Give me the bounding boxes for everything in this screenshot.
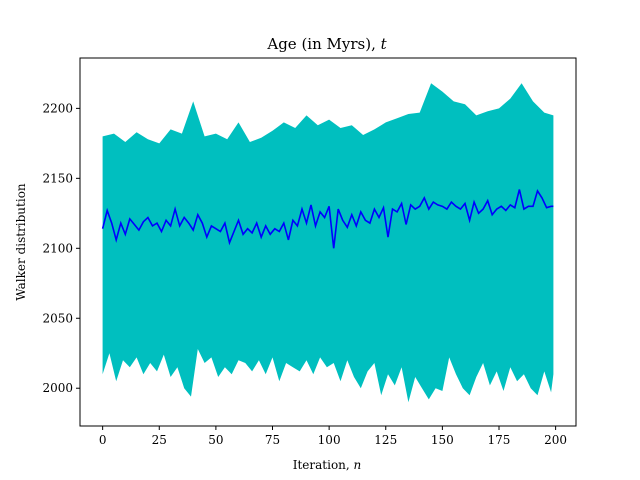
x-tick-label: 50 xyxy=(208,433,223,447)
chart-title: Age (in Myrs), t xyxy=(266,35,387,53)
y-tick-label: 2150 xyxy=(42,171,73,185)
y-tick-label: 2000 xyxy=(42,381,73,395)
x-axis-label: Iteration, n xyxy=(293,458,362,472)
x-tick-label: 125 xyxy=(374,433,397,447)
x-tick-label: 25 xyxy=(152,433,167,447)
x-tick-label: 200 xyxy=(544,433,567,447)
y-tick-label: 2200 xyxy=(42,101,73,115)
walker-mean-line xyxy=(101,188,554,249)
walker-spread-band xyxy=(102,83,554,403)
y-axis-label: Walker distribution xyxy=(14,183,28,301)
y-axis-ticks: 2000 2050 2100 2150 2200 xyxy=(42,101,80,395)
x-tick-label: 150 xyxy=(431,433,454,447)
plot-area xyxy=(101,83,554,403)
x-tick-label: 75 xyxy=(265,433,280,447)
y-tick-label: 2050 xyxy=(42,311,73,325)
chart-title-variable: t xyxy=(381,35,388,53)
chart-title-text: Age (in Myrs), xyxy=(266,35,380,53)
x-tick-label: 175 xyxy=(488,433,511,447)
x-axis-ticks: 0 25 50 75 100 125 150 175 200 xyxy=(99,426,567,447)
x-axis-label-text: Iteration, xyxy=(293,458,354,472)
x-tick-label: 100 xyxy=(318,433,341,447)
x-axis-label-variable: n xyxy=(354,458,362,472)
x-tick-label: 0 xyxy=(99,433,107,447)
plot-frame xyxy=(79,57,577,427)
y-tick-label: 2100 xyxy=(42,241,73,255)
